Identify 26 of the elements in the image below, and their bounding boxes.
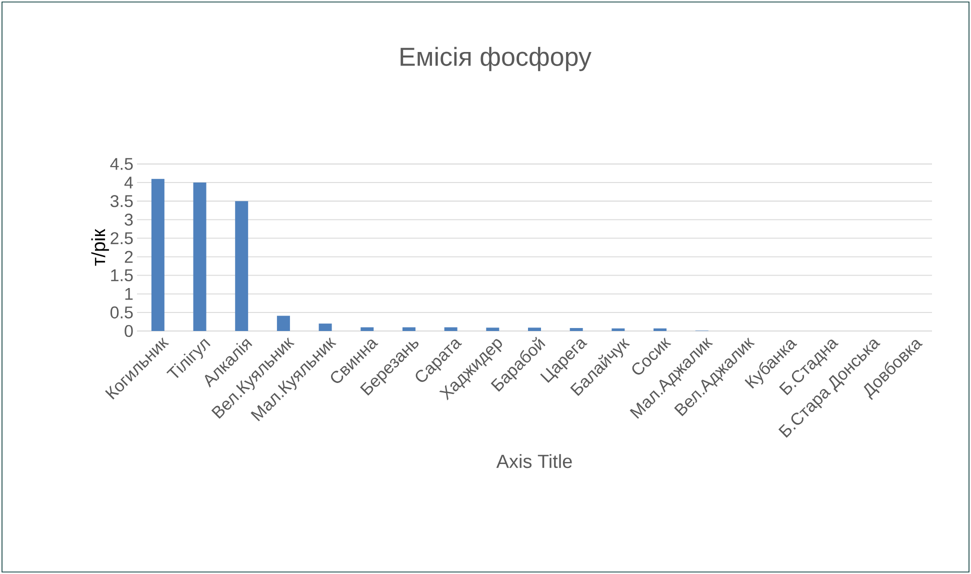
y-tick-label: 1.5 bbox=[111, 269, 133, 282]
y-tick-label: 0.5 bbox=[110, 306, 133, 318]
bar bbox=[654, 328, 667, 331]
bar bbox=[444, 327, 458, 331]
y-tick-label: 0 bbox=[124, 324, 133, 338]
y-tick-label: 3 bbox=[124, 214, 133, 226]
chart-title: Емісія фосфору bbox=[400, 46, 592, 72]
y-tick-label: 4.5 bbox=[110, 158, 133, 170]
bar bbox=[570, 328, 583, 331]
bar bbox=[318, 324, 332, 331]
bar bbox=[360, 327, 374, 331]
bar bbox=[486, 328, 500, 331]
bar bbox=[612, 328, 625, 331]
y-tick-label: 4 bbox=[124, 176, 133, 188]
bar bbox=[402, 327, 416, 331]
bar bbox=[151, 178, 164, 331]
y-tick-label: 2 bbox=[124, 250, 133, 263]
x-axis-title: Axis Title bbox=[496, 454, 572, 468]
y-tick-label: 2.5 bbox=[110, 232, 133, 244]
y-axis-title: т/рік bbox=[91, 228, 109, 266]
y-tick-label: 3.5 bbox=[110, 195, 133, 208]
bar bbox=[528, 328, 542, 331]
bar bbox=[235, 201, 248, 331]
bar bbox=[193, 182, 206, 331]
y-tick-label: 1 bbox=[125, 288, 133, 300]
bar bbox=[276, 316, 290, 331]
